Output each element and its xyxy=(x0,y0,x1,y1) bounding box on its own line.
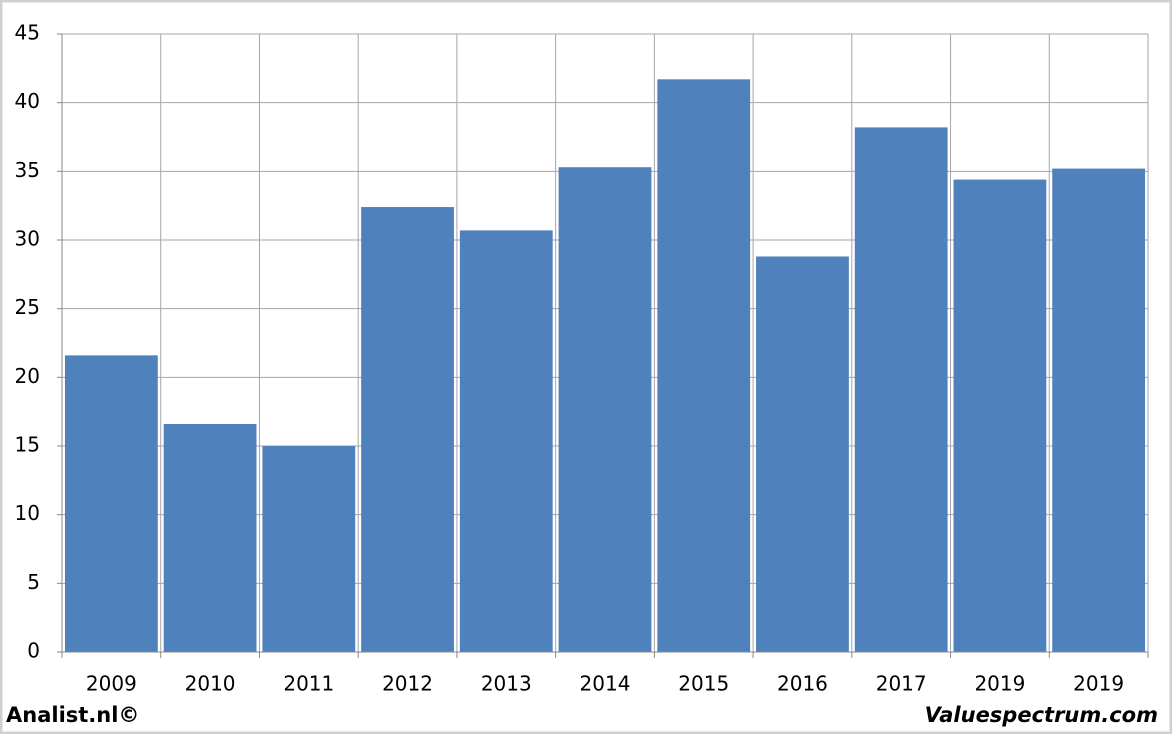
bar xyxy=(854,127,948,653)
y-tick-label: 0 xyxy=(27,639,40,663)
bar xyxy=(657,79,751,652)
y-tick-label: 25 xyxy=(15,295,40,319)
y-tick-label: 30 xyxy=(15,227,40,251)
bar xyxy=(64,355,158,652)
y-tick-label: 15 xyxy=(15,433,40,457)
x-tick-label: 2011 xyxy=(283,672,334,696)
bar xyxy=(1052,168,1146,652)
bar xyxy=(756,256,849,652)
x-tick-label: 2019 xyxy=(974,672,1025,696)
y-tick-label: 10 xyxy=(15,501,40,525)
y-tick-label: 35 xyxy=(15,158,40,182)
x-tick-label: 2019 xyxy=(1073,672,1124,696)
x-tick-label: 2016 xyxy=(777,672,828,696)
bar xyxy=(558,167,652,653)
x-tick-label: 2013 xyxy=(481,672,532,696)
x-tick-label: 2009 xyxy=(86,672,137,696)
bar xyxy=(262,446,356,652)
y-tick-label: 45 xyxy=(15,21,40,45)
bar xyxy=(459,230,553,653)
bar xyxy=(361,207,454,653)
source-right: Valuespectrum.com xyxy=(925,703,1158,727)
x-tick-label: 2017 xyxy=(876,672,927,696)
y-tick-label: 40 xyxy=(15,89,40,113)
y-tick-label: 20 xyxy=(15,364,40,388)
x-tick-label: 2015 xyxy=(678,672,729,696)
x-tick-label: 2014 xyxy=(580,672,631,696)
bar xyxy=(163,424,257,652)
bar xyxy=(953,179,1047,652)
x-tick-label: 2010 xyxy=(185,672,236,696)
source-left: Analist.nl© xyxy=(6,703,139,727)
x-tick-label: 2012 xyxy=(382,672,433,696)
y-tick-label: 5 xyxy=(27,570,40,594)
